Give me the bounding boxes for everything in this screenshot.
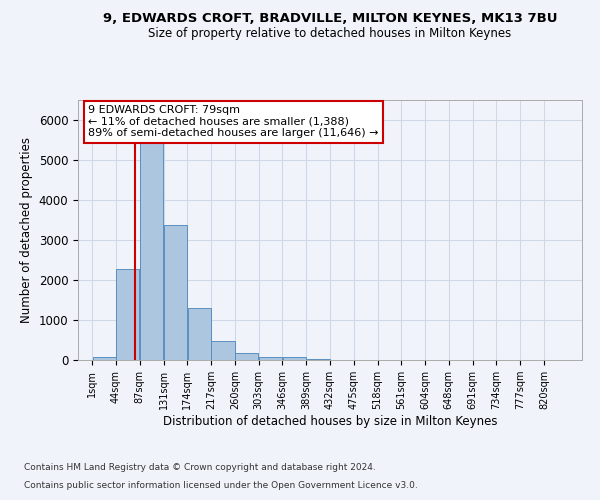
Bar — [164, 225, 187, 360]
Bar — [235, 353, 259, 360]
Bar — [259, 357, 282, 360]
X-axis label: Distribution of detached houses by size in Milton Keynes: Distribution of detached houses by size … — [163, 415, 497, 428]
Bar — [307, 359, 329, 360]
Text: 9 EDWARDS CROFT: 79sqm
← 11% of detached houses are smaller (1,388)
89% of semi-: 9 EDWARDS CROFT: 79sqm ← 11% of detached… — [88, 105, 379, 138]
Bar — [116, 269, 139, 360]
Bar — [283, 358, 306, 360]
Text: Size of property relative to detached houses in Milton Keynes: Size of property relative to detached ho… — [148, 28, 512, 40]
Bar — [211, 341, 235, 360]
Bar — [92, 357, 116, 360]
Text: Contains public sector information licensed under the Open Government Licence v3: Contains public sector information licen… — [24, 481, 418, 490]
Text: 9, EDWARDS CROFT, BRADVILLE, MILTON KEYNES, MK13 7BU: 9, EDWARDS CROFT, BRADVILLE, MILTON KEYN… — [103, 12, 557, 26]
Y-axis label: Number of detached properties: Number of detached properties — [20, 137, 33, 323]
Text: Contains HM Land Registry data © Crown copyright and database right 2024.: Contains HM Land Registry data © Crown c… — [24, 464, 376, 472]
Bar — [140, 143, 163, 360]
Bar — [188, 308, 211, 360]
